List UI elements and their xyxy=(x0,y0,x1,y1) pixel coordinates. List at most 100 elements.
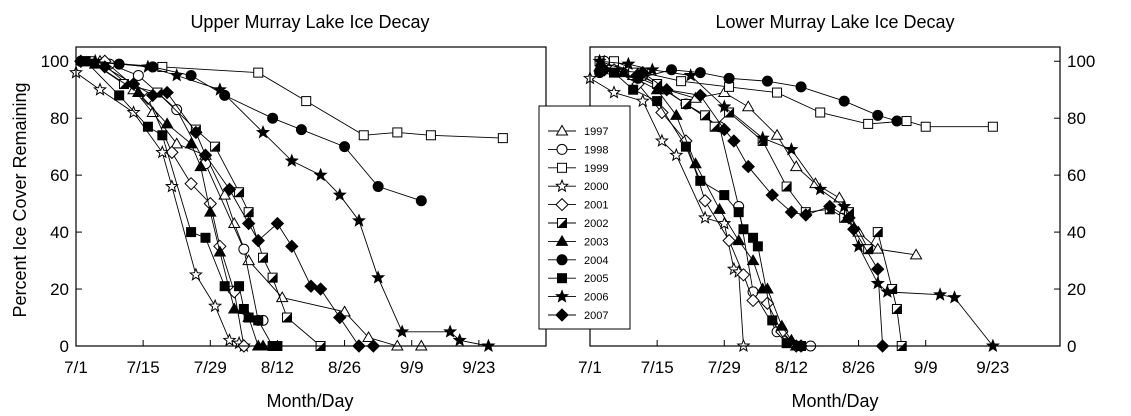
data-point xyxy=(693,88,708,103)
x-tick-label: 7/1 xyxy=(64,358,88,377)
data-point xyxy=(891,115,903,127)
data-point xyxy=(784,205,799,219)
data-point xyxy=(628,84,639,95)
data-point xyxy=(253,315,264,326)
data-point xyxy=(241,216,256,231)
data-point xyxy=(920,121,931,132)
series-2005 xyxy=(80,56,283,351)
y-tick-label: 20 xyxy=(50,280,69,299)
legend-label: 2001 xyxy=(584,200,608,212)
data-point xyxy=(694,67,706,79)
data-point xyxy=(891,303,902,314)
legend-entry: 1999 xyxy=(548,162,608,175)
data-point xyxy=(833,191,846,203)
data-point xyxy=(746,254,760,266)
data-point xyxy=(267,272,278,283)
data-point xyxy=(227,302,241,314)
legend-entry: 2001 xyxy=(548,197,608,212)
data-point xyxy=(901,116,912,127)
plot-area: 7/1 7/15 7/29 8/12 8/26 9/9 9/23 0 20 40 60 80 100 xyxy=(41,46,547,377)
data-point xyxy=(285,239,299,254)
data-point xyxy=(452,332,467,347)
data-point xyxy=(781,338,792,349)
data-point xyxy=(607,85,621,99)
data-point xyxy=(213,245,227,257)
data-point xyxy=(497,133,508,144)
data-point xyxy=(332,187,347,202)
data-point xyxy=(746,293,760,308)
x-tick-label: 7/1 xyxy=(578,358,602,377)
data-point xyxy=(872,109,884,121)
data-point xyxy=(339,141,351,153)
data-point xyxy=(765,188,779,202)
legend-marker xyxy=(555,197,569,212)
data-point xyxy=(732,234,746,246)
y-tick-label: 20 xyxy=(1067,280,1086,299)
data-point xyxy=(270,216,285,231)
data-point xyxy=(880,284,895,298)
legend-label: 2000 xyxy=(584,181,608,193)
data-point xyxy=(784,142,799,156)
data-point xyxy=(194,160,208,172)
legend-entry: 2004 xyxy=(548,254,608,267)
data-point xyxy=(253,67,264,78)
data-point xyxy=(837,199,852,213)
x-tick-label: 8/12 xyxy=(261,358,294,377)
data-point xyxy=(142,121,153,132)
series-2007 xyxy=(597,63,890,353)
data-point xyxy=(767,315,778,326)
x-tick-label: 9/9 xyxy=(400,358,424,377)
x-tick-label: 9/9 xyxy=(914,358,938,377)
plot-area: 7/1 7/15 7/29 8/12 8/26 9/9 9/23 0 20 40 60 80 100 xyxy=(578,46,1095,377)
legend-label: 2005 xyxy=(584,273,608,285)
data-point xyxy=(933,287,948,301)
data-point xyxy=(392,127,403,138)
legend-marker xyxy=(556,254,568,266)
legend-marker xyxy=(557,273,567,284)
data-point xyxy=(93,82,107,96)
data-point xyxy=(126,105,141,119)
data-point xyxy=(160,85,174,100)
legend-entry: 2000 xyxy=(548,178,608,193)
data-point xyxy=(719,190,730,201)
data-point xyxy=(592,53,607,68)
data-point xyxy=(863,118,874,129)
legend-marker xyxy=(555,124,569,136)
legend-marker xyxy=(557,162,567,173)
data-point xyxy=(645,62,660,76)
data-point xyxy=(680,98,691,109)
y-tick-label: 0 xyxy=(1067,337,1076,356)
series-2001 xyxy=(607,63,808,353)
x-tick-label: 7/29 xyxy=(194,358,227,377)
data-point xyxy=(738,224,749,235)
series-line xyxy=(95,60,489,347)
data-point xyxy=(243,312,254,323)
legend-marker xyxy=(555,308,569,322)
legend-label: 1997 xyxy=(584,126,608,138)
data-point xyxy=(98,60,112,74)
data-point xyxy=(395,324,410,338)
data-point xyxy=(635,93,650,108)
y-tick-label: 60 xyxy=(1067,166,1086,185)
data-point xyxy=(362,330,375,342)
data-point xyxy=(760,296,775,310)
data-point xyxy=(114,90,125,101)
x-tick-label: 8/12 xyxy=(775,358,808,377)
legend-label: 2003 xyxy=(584,236,608,248)
x-axis-label: Month/Day xyxy=(266,391,353,411)
legend-box xyxy=(538,105,631,330)
data-point xyxy=(146,88,160,103)
data-point xyxy=(169,68,184,82)
data-point xyxy=(198,148,213,162)
series-2006 xyxy=(592,53,1000,353)
data-point xyxy=(414,339,428,351)
y-tick-label: 0 xyxy=(60,337,69,356)
data-point xyxy=(251,233,265,248)
data-point xyxy=(301,96,312,107)
legend-entry: 2007 xyxy=(548,308,608,322)
data-point xyxy=(947,290,962,304)
data-point xyxy=(713,202,726,214)
series-2004 xyxy=(75,55,427,207)
legend: 1997 1998 1999 2000 2001 2002 2003 2004 2005 2006… xyxy=(538,105,631,330)
data-point xyxy=(212,82,227,96)
